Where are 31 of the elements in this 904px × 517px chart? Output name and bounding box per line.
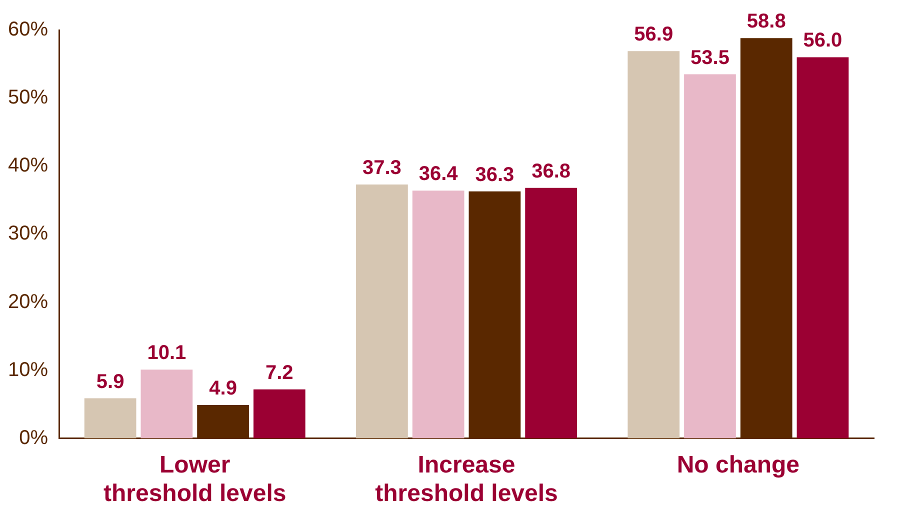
bar [84,398,136,438]
y-tick-label: 10% [8,358,48,381]
bar [140,370,193,438]
data-label: 5.9 [96,370,124,393]
bar [356,184,408,438]
y-tick-label: 0% [19,426,48,449]
data-label: 37.3 [362,157,402,180]
data-label: 53.5 [690,46,730,69]
bar [412,190,464,438]
data-label: 10.1 [147,342,186,364]
x-tick-label: Lower threshold levels [103,451,286,508]
bar [253,389,306,438]
data-label: 58.8 [746,10,786,33]
data-label: 56.0 [803,30,842,52]
data-label: 56.9 [634,24,674,46]
bar [525,188,577,438]
data-label: 4.9 [209,378,237,400]
y-tick-label: 60% [8,18,48,41]
y-tick-label: 50% [8,86,48,109]
data-label: 7.2 [266,362,294,384]
data-label: 36.8 [532,160,571,182]
bar [684,74,736,438]
x-tick-label: Increase threshold levels [375,451,558,508]
y-tick-label: 20% [8,290,48,313]
y-tick-label: 40% [8,154,48,177]
bar [796,57,849,438]
data-label: 36.3 [475,164,514,186]
y-tick-label: 30% [8,222,48,245]
x-tick-label: No change [676,451,800,478]
data-label: 36.4 [418,163,459,186]
bar [628,51,680,438]
